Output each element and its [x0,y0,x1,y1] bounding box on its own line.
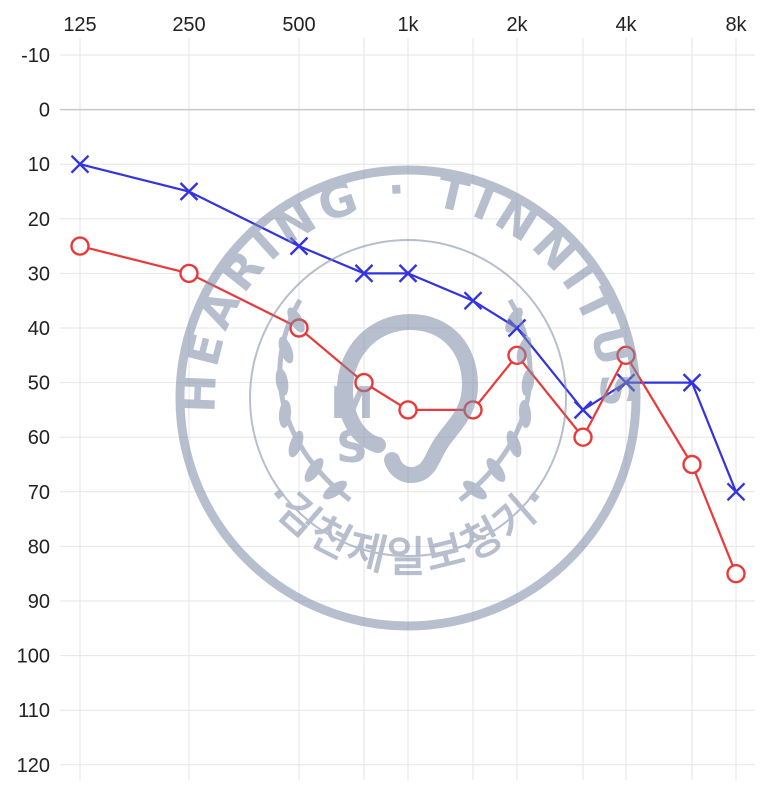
laurel-right-icon [458,298,535,502]
x-tick-label: 250 [172,14,205,36]
y-tick-label: 0 [39,100,50,122]
x-marker-stroke [354,264,374,283]
data-point-o [179,263,199,284]
x-tick-label: 4k [615,14,637,36]
y-tick-label: 10 [28,154,50,176]
x-marker-stroke [398,264,418,283]
data-point-x [573,400,593,420]
grid-layer [60,38,755,780]
data-point-x [70,154,90,174]
data-point-o [682,454,702,475]
y-tick-label: 30 [28,263,50,285]
data-point-o [726,564,746,584]
x-tick-label: 2k [506,14,528,36]
y-tick-label: 110 [18,700,50,722]
x-marker-stroke [726,482,746,502]
x-tick-label: 500 [282,14,315,36]
monogram-m: M [330,378,374,429]
data-point-x [289,236,309,256]
x-marker-stroke [70,154,90,174]
y-tick-label: 60 [28,427,50,449]
y-tick-label: 20 [28,209,50,231]
monogram-s: S [336,422,368,473]
x-tick-label: 8k [725,14,747,36]
y-tick-label: 120 [17,755,50,777]
data-point-o [70,236,90,256]
x-marker-stroke [179,182,199,201]
data-point-x [179,182,199,201]
data-point-o [573,427,593,447]
x-tick-label: 1k [397,14,419,36]
data-point-x [398,264,418,283]
laurel-left-icon [275,298,352,502]
x-tick-label: 125 [63,14,96,36]
y-tick-label: 40 [28,318,50,340]
y-tick-label: 80 [28,536,50,558]
data-point-o [398,400,418,420]
data-point-x [682,373,702,392]
data-point-x [463,291,483,311]
data-point-x [726,482,746,502]
ear-icon [336,313,479,483]
axis-labels: -10 0 10 20 30 40 50 60 70 80 90 100 110 120 125 250 500… [17,14,748,777]
x-marker-stroke [289,236,309,256]
x-marker-stroke [682,373,702,392]
y-tick-label: 100 [17,646,50,668]
x-marker-stroke [573,400,593,420]
data-point-o [354,372,374,393]
y-tick-label: -10 [21,45,50,67]
y-tick-label: 70 [28,482,50,504]
x-marker-stroke [463,291,483,311]
y-tick-label: 50 [28,373,50,395]
y-tick-label: 90 [28,591,50,613]
data-point-x [354,264,374,283]
